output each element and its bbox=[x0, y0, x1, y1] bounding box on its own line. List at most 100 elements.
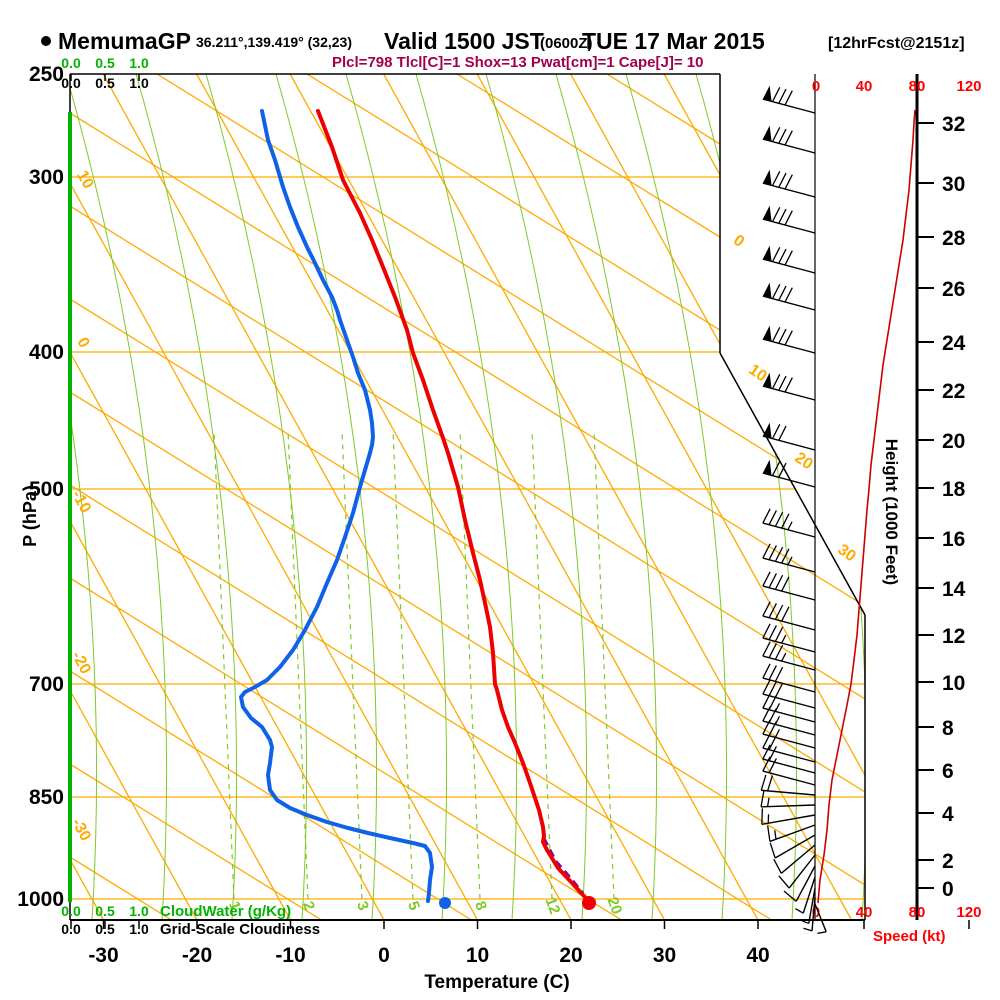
barb-full bbox=[762, 663, 771, 679]
speed-tick-label-bottom: 40 bbox=[856, 904, 873, 921]
moist-adiabat-line bbox=[275, 74, 378, 920]
barb-full bbox=[781, 576, 790, 592]
wind-barb bbox=[762, 571, 816, 601]
barb-full bbox=[774, 682, 784, 698]
barb-full bbox=[768, 573, 777, 589]
barb-full bbox=[769, 842, 776, 859]
barb-half bbox=[766, 797, 770, 807]
pressure-tick-label: 400 bbox=[29, 341, 64, 364]
barb-half bbox=[781, 634, 787, 644]
speed-tick-label-top: 120 bbox=[956, 78, 981, 95]
isotherm-line bbox=[70, 74, 479, 920]
height-tick-label: 6 bbox=[942, 760, 954, 783]
barb-half bbox=[781, 652, 787, 662]
isotherm-line bbox=[70, 74, 292, 920]
field-lines bbox=[70, 74, 865, 920]
moist-adiabat-line bbox=[485, 74, 588, 920]
temp-tick-label: 20 bbox=[559, 944, 582, 967]
height-tick-label: 16 bbox=[942, 528, 965, 551]
plot-borders bbox=[68, 73, 919, 921]
barb-full bbox=[778, 248, 787, 264]
gridscale-label: Grid-Scale Cloudiness bbox=[160, 921, 320, 938]
temp-tick-label: -10 bbox=[275, 944, 305, 967]
barb-full bbox=[771, 374, 781, 389]
barb-full bbox=[781, 513, 790, 529]
wind-barb bbox=[778, 854, 816, 889]
wind-barb bbox=[800, 887, 816, 925]
station-bullet-icon bbox=[41, 36, 51, 46]
height-tick-label: 20 bbox=[942, 430, 965, 453]
height-tick-label: 30 bbox=[942, 173, 965, 196]
wind-barb bbox=[773, 844, 816, 874]
cloud-scale-top-black-label: 1.0 bbox=[129, 75, 149, 91]
wind-barb bbox=[762, 756, 816, 786]
plot-border-line bbox=[719, 352, 866, 616]
barb-shaft bbox=[808, 887, 816, 924]
moist-adiabat-line bbox=[555, 74, 658, 920]
cloud-scale-bottom-black-label: 0.0 bbox=[61, 921, 81, 937]
dry-adiabat-label: 0 bbox=[730, 232, 747, 251]
barb-pennant bbox=[762, 459, 772, 476]
barb-pennant bbox=[762, 125, 772, 142]
surface-temp-dot bbox=[582, 896, 596, 910]
barb-half bbox=[787, 556, 793, 566]
barb-shaft bbox=[761, 814, 816, 826]
height-tick-label: 28 bbox=[942, 227, 966, 250]
wind-barb bbox=[762, 663, 816, 693]
wind-barb bbox=[762, 543, 816, 573]
mixing-ratio-label: 20 bbox=[604, 895, 626, 916]
moist-adiabat-line bbox=[70, 74, 98, 920]
barb-full bbox=[778, 425, 787, 441]
pressure-tick-label: 250 bbox=[29, 63, 64, 86]
barb-full bbox=[784, 130, 793, 146]
barb-full bbox=[784, 90, 793, 106]
temp-tick-label: 40 bbox=[746, 944, 769, 967]
barb-full bbox=[762, 641, 771, 657]
mixing-ratio-label: 2 bbox=[299, 899, 318, 913]
barb-full bbox=[768, 510, 777, 526]
barb-full bbox=[768, 721, 777, 737]
barb-full bbox=[762, 719, 771, 735]
cloud-scale-top-green-label: 0.5 bbox=[95, 55, 115, 71]
barb-full bbox=[774, 574, 784, 590]
barb-full bbox=[771, 127, 781, 142]
barb-full bbox=[771, 284, 781, 299]
isotherm-line bbox=[289, 74, 759, 920]
barb-full bbox=[762, 706, 771, 722]
wind-barb bbox=[762, 325, 816, 354]
wind-barb bbox=[762, 422, 816, 451]
barb-full bbox=[762, 508, 771, 524]
wind-barb bbox=[762, 679, 816, 709]
mixing-ratio-line bbox=[392, 429, 414, 900]
dry-adiabat-line bbox=[70, 74, 472, 920]
params-line: Plcl=798 Tlcl[C]=1 Shox=13 Pwat[cm]=1 Ca… bbox=[332, 54, 703, 71]
barb-full bbox=[762, 693, 771, 709]
barb-full bbox=[768, 545, 777, 561]
barb-shaft bbox=[795, 865, 816, 902]
title-fcst: [12hrFcst@2151z] bbox=[828, 35, 965, 52]
pressure-tick-label: 1000 bbox=[17, 888, 64, 911]
barb-full bbox=[778, 128, 787, 144]
mixing-ratio-label: 8 bbox=[471, 899, 490, 913]
barb-shaft bbox=[811, 896, 816, 931]
barb-pennant bbox=[762, 205, 772, 222]
dry-adiabat-label: 20 bbox=[791, 449, 815, 473]
barb-full bbox=[774, 546, 784, 562]
barb-full bbox=[773, 858, 782, 874]
barb-full bbox=[768, 643, 777, 659]
height-axis-title: Height (1000 Feet) bbox=[882, 439, 901, 585]
barb-full bbox=[762, 543, 771, 559]
cloud-scale-bottom-green-label: 0.0 bbox=[61, 903, 81, 919]
height-tick-label: 12 bbox=[942, 625, 965, 648]
barb-full bbox=[760, 791, 765, 807]
dry-adiabat-line bbox=[70, 74, 865, 920]
height-tick-label: 4 bbox=[942, 803, 954, 826]
wind-barb bbox=[762, 693, 816, 723]
barb-shaft bbox=[762, 655, 816, 671]
cloudwater-label: CloudWater (g/Kg) bbox=[160, 903, 291, 920]
barb-full bbox=[768, 735, 777, 751]
moist-adiabat-line bbox=[135, 74, 238, 920]
wind-barb bbox=[762, 719, 816, 749]
barb-full bbox=[762, 733, 771, 749]
